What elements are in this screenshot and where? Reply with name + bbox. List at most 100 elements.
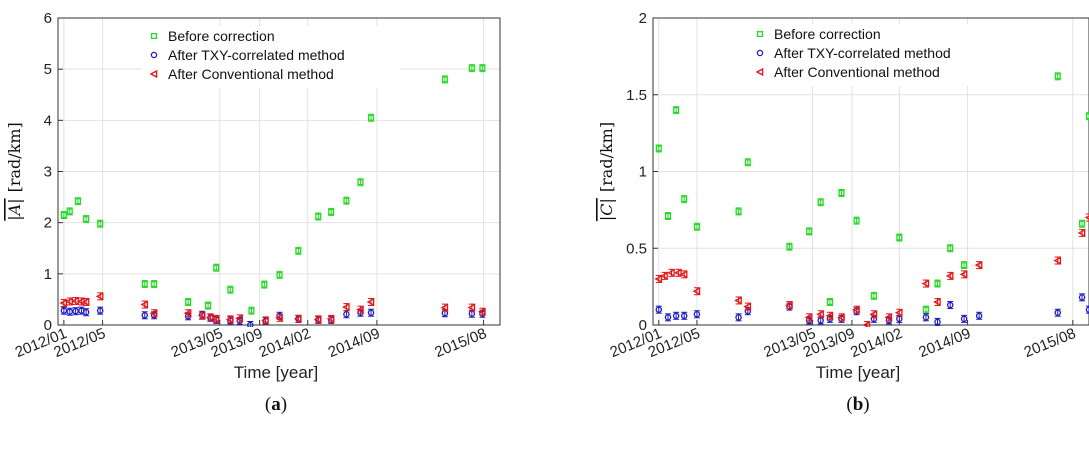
- data-point: [66, 208, 73, 215]
- data-point: [655, 145, 662, 152]
- data-point: [185, 298, 192, 306]
- data-point: [654, 274, 663, 284]
- x-tick-label: 2015/08: [432, 325, 489, 361]
- data-point: [664, 212, 672, 220]
- data-point: [693, 311, 701, 318]
- data-point: [922, 306, 929, 313]
- data-point: [97, 220, 104, 227]
- legend-marker-before: [756, 30, 764, 38]
- data-point: [66, 308, 73, 315]
- data-point: [343, 197, 350, 204]
- x-tick-label: 2014/09: [916, 325, 973, 361]
- data-point: [894, 308, 903, 317]
- panel-caption: (b): [846, 394, 869, 415]
- legend-marker-before: [150, 32, 158, 40]
- data-point: [785, 300, 793, 310]
- y-tick-label: 0: [44, 317, 52, 334]
- data-point: [140, 300, 149, 309]
- data-point: [1085, 306, 1089, 313]
- data-point: [235, 314, 243, 323]
- data-point: [276, 271, 283, 278]
- y-axis-title-symbol: |A|: [5, 198, 24, 220]
- data-point: [735, 208, 742, 215]
- data-point: [328, 208, 335, 215]
- data-point: [743, 302, 752, 311]
- data-point: [356, 305, 364, 314]
- legend-label: Before correction: [774, 26, 881, 42]
- data-point: [826, 298, 833, 306]
- data-point: [247, 321, 254, 327]
- data-point: [367, 114, 375, 121]
- data-point: [326, 314, 335, 323]
- data-point: [673, 107, 680, 114]
- y-tick-label: 6: [44, 10, 52, 27]
- data-point: [680, 312, 688, 320]
- y-tick-label: 4: [44, 112, 52, 129]
- data-point: [837, 313, 845, 322]
- data-point: [681, 196, 688, 203]
- y-axis-title-unit: [rad/km]: [5, 122, 24, 192]
- data-point: [655, 306, 663, 313]
- y-tick-label: 2: [639, 10, 647, 27]
- data-point: [660, 271, 668, 280]
- legend-marker-conventional: [149, 69, 158, 79]
- y-tick-label: 5: [44, 61, 52, 78]
- data-point: [804, 313, 813, 322]
- data-point: [961, 262, 968, 269]
- data-point: [1054, 73, 1061, 80]
- data-point: [81, 297, 90, 307]
- data-point: [806, 228, 813, 235]
- legend-box: [748, 24, 1006, 86]
- data-point: [960, 315, 968, 323]
- legend-box: [142, 26, 400, 88]
- data-point: [206, 313, 214, 322]
- data-point: [315, 213, 322, 220]
- legend-marker-txy: [150, 51, 158, 59]
- data-point: [74, 198, 81, 205]
- data-point: [343, 311, 350, 318]
- series-before: [60, 64, 486, 315]
- data-point: [227, 286, 234, 293]
- data-point: [141, 281, 148, 288]
- data-point: [974, 261, 983, 270]
- data-point: [734, 296, 742, 305]
- data-point: [59, 298, 68, 308]
- data-point: [1078, 294, 1086, 301]
- x-axis-title: Time [year]: [234, 363, 318, 382]
- y-tick-label: 0.5: [626, 240, 647, 257]
- data-point: [852, 305, 860, 314]
- data-point: [1053, 256, 1062, 265]
- y-axis-title: |A| [rad/km]: [5, 122, 24, 221]
- data-point: [945, 271, 954, 280]
- data-point: [816, 310, 824, 319]
- data-point: [946, 301, 954, 309]
- data-point: [959, 270, 968, 279]
- data-point: [275, 313, 283, 322]
- series-before: [655, 72, 1089, 314]
- data-point: [896, 234, 903, 241]
- data-point: [692, 287, 701, 296]
- data-point: [674, 268, 682, 277]
- y-tick-label: 1: [639, 164, 647, 181]
- data-points: [59, 64, 486, 327]
- data-point: [825, 311, 834, 320]
- legend-label: After TXY-correlated method: [774, 45, 951, 61]
- data-point: [213, 264, 220, 271]
- data-point: [197, 311, 206, 320]
- data-point: [141, 312, 149, 319]
- data-point: [679, 270, 688, 279]
- data-point: [82, 308, 90, 316]
- data-point: [672, 312, 680, 320]
- data-point: [735, 314, 742, 321]
- data-point: [295, 247, 302, 254]
- data-point: [744, 159, 751, 166]
- data-point: [838, 189, 845, 197]
- y-tick-label: 3: [44, 164, 52, 181]
- data-point: [367, 309, 375, 316]
- data-point: [211, 314, 220, 323]
- legend-label: Before correction: [168, 28, 275, 44]
- data-point: [261, 281, 268, 288]
- data-point: [205, 302, 212, 309]
- data-point: [947, 245, 954, 252]
